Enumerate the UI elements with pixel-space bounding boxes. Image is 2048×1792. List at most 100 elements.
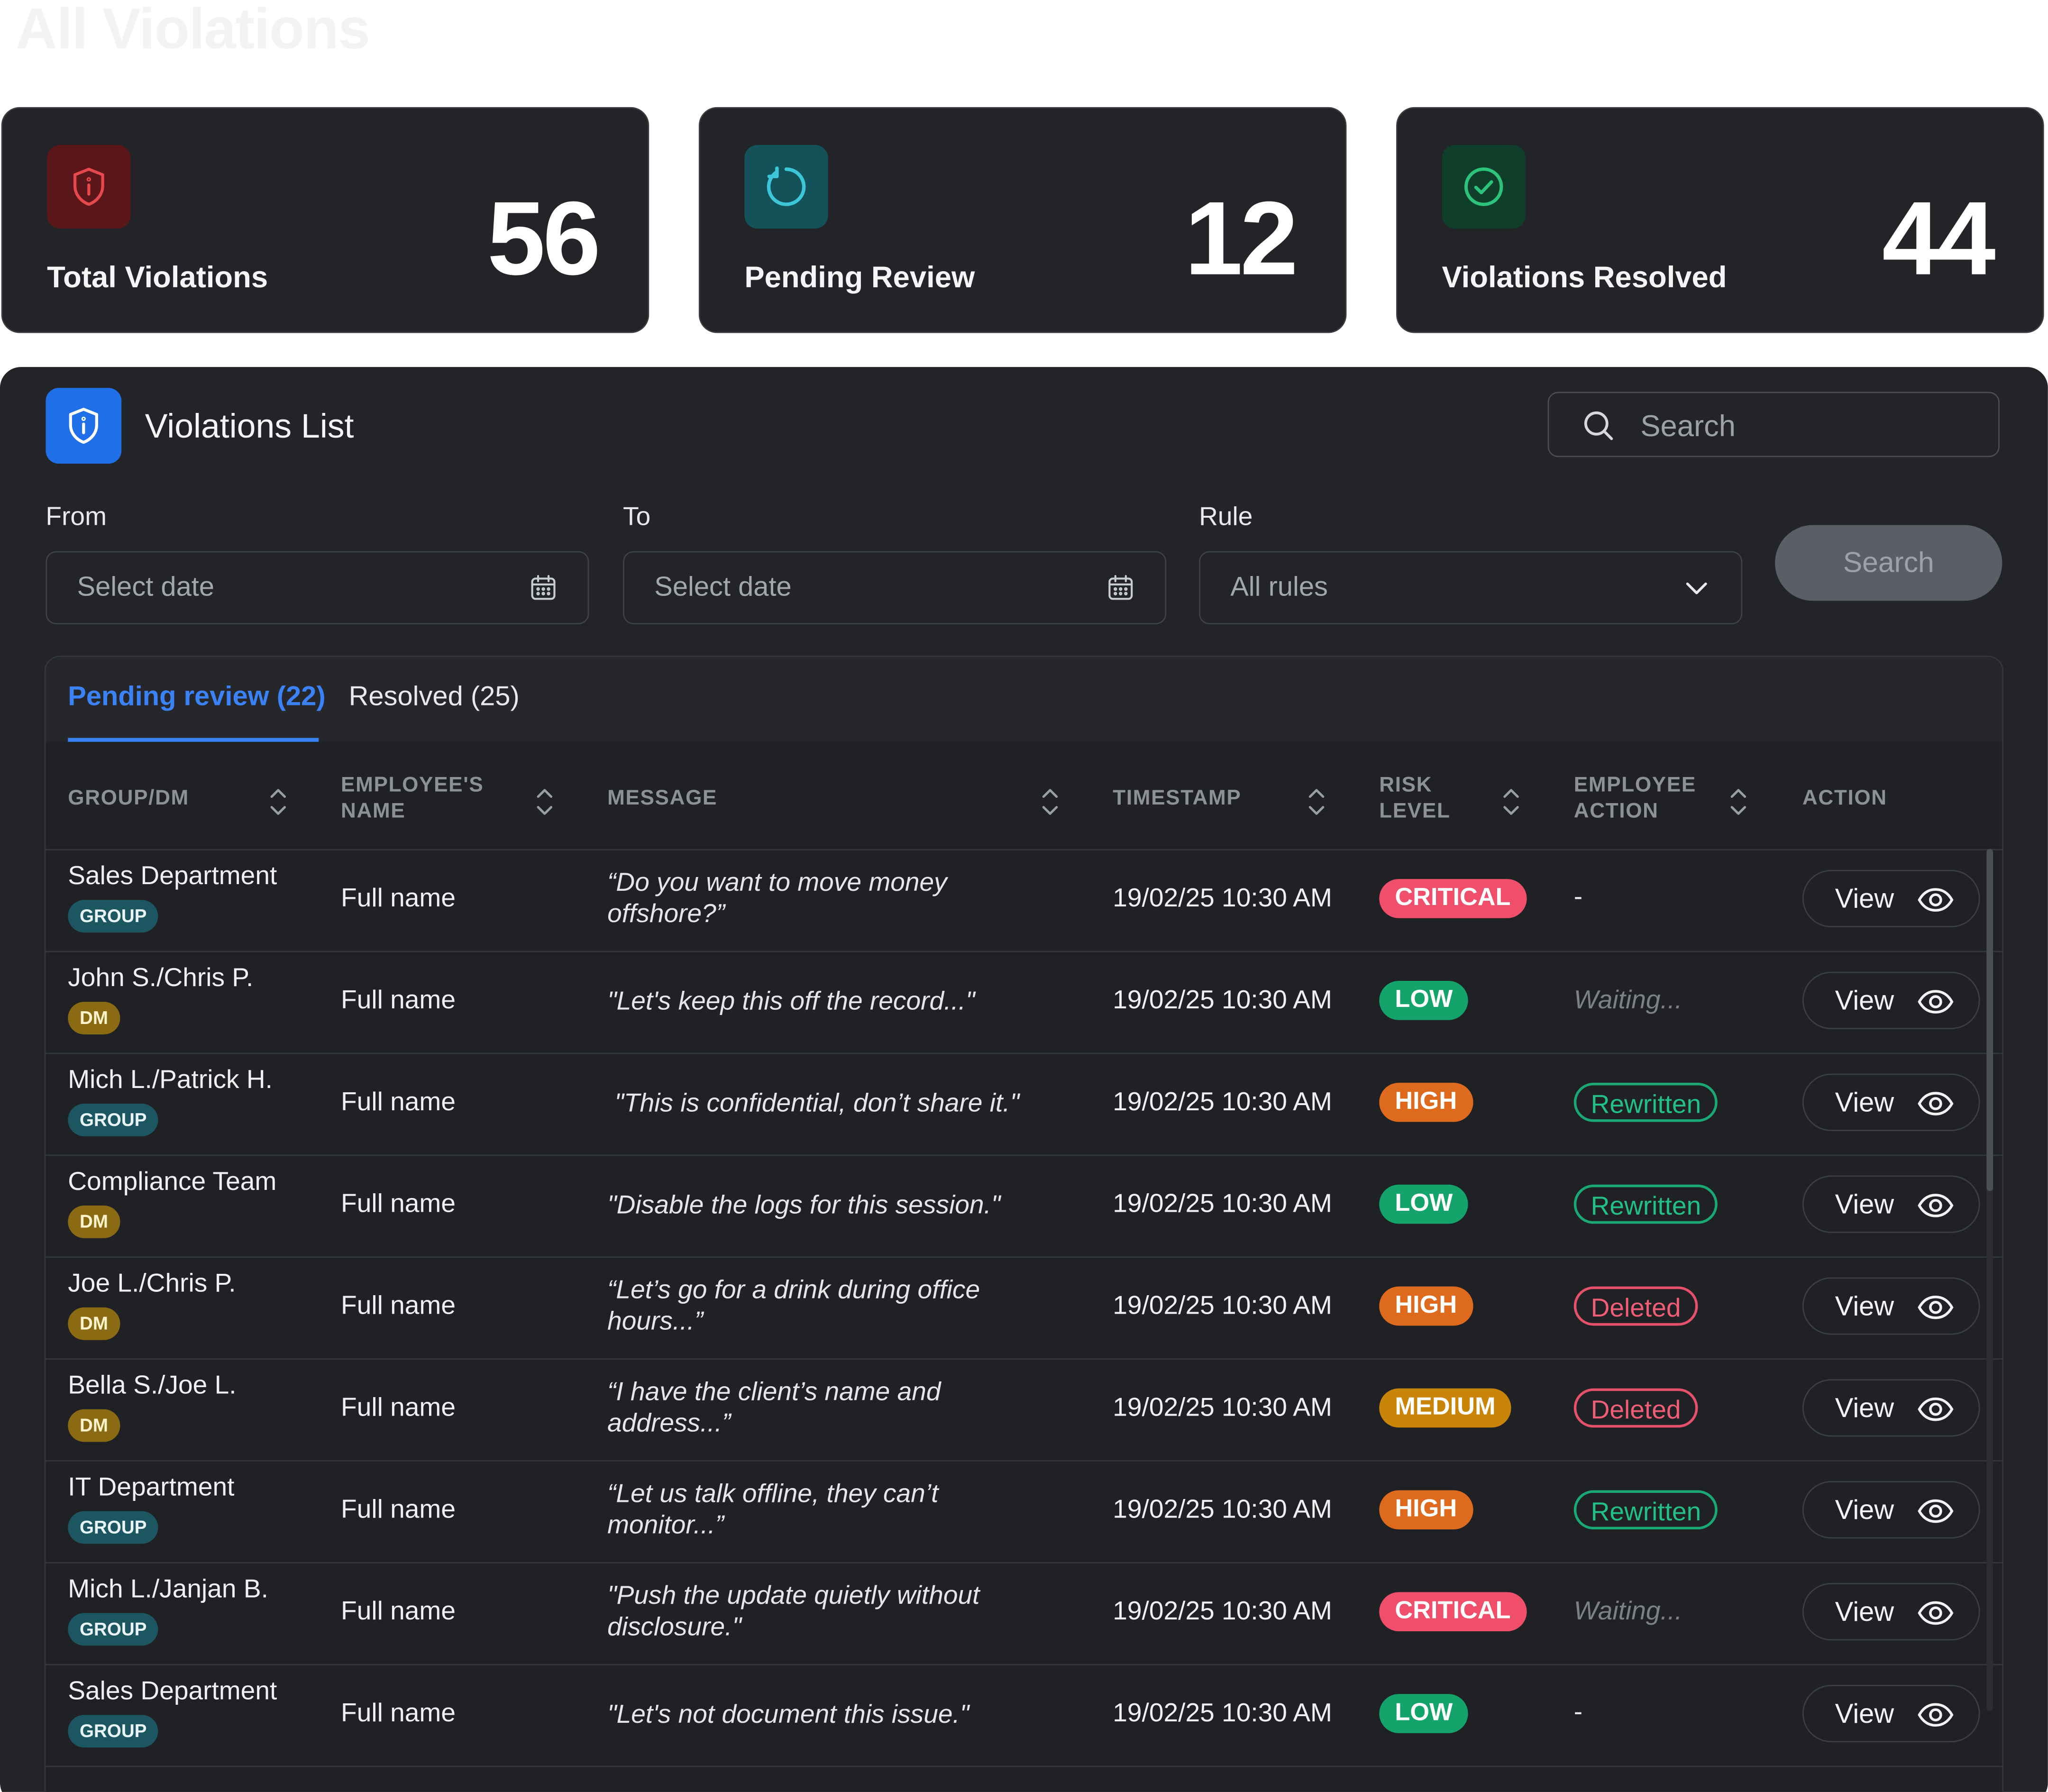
group-name: Joe L./Chris P. [68,1269,236,1298]
group-type-badge: GROUP [68,1715,159,1748]
view-button-label: View [1835,986,1894,1016]
view-button[interactable]: View [1802,1073,1980,1131]
group-type-badge: GROUP [68,1103,159,1136]
table-row: Sales Department GROUP Full name "Let's … [46,1664,2002,1767]
employee-name: Full name [341,1189,456,1219]
search-input[interactable] [1637,403,1983,448]
sort-icon[interactable] [1040,786,1061,818]
from-date-field[interactable]: Select date [46,551,589,624]
to-date-field[interactable]: Select date [623,551,1167,624]
stat-label: Violations Resolved [1442,260,1727,294]
sort-icon[interactable] [534,786,555,818]
sort-icon[interactable] [1728,786,1749,818]
search-button[interactable]: Search [1775,525,2002,601]
employee-action-status: - [1573,883,1583,912]
chevron-down-icon[interactable] [1681,575,1712,610]
column-header-message[interactable]: MESSAGE [607,787,718,810]
eye-icon [1916,1189,1956,1229]
timestamp: 19/02/25 10:30 AM [1113,1189,1332,1219]
table-row: Compliance Team DM Full name "Disable th… [46,1154,2002,1258]
stat-label: Pending Review [744,260,975,294]
stat-card-total-violations: Total Violations 56 [1,107,649,333]
employee-action-status: Waiting... [1573,1597,1682,1626]
view-button-label: View [1835,1495,1894,1526]
shield-info-icon [46,388,122,464]
view-button[interactable]: View [1802,1684,1980,1743]
stat-card-pending-review: Pending Review 12 [698,107,1347,333]
employee-action-status: Rewritten [1573,1082,1719,1122]
table-header: GROUP/DM EMPLOYEE'S NAME MESSAGE TIMESTA… [46,742,2002,850]
calendar-icon[interactable] [528,572,559,610]
table-row: Joe L./Chris P. DM Full name “Let’s go f… [46,1256,2002,1360]
column-header-risk-level[interactable]: RISK LEVEL [1379,774,1451,823]
group-name: Sales Department [68,862,277,891]
risk-badge: LOW [1379,1184,1469,1224]
page-title: All Violations [16,0,370,62]
to-date-placeholder: Select date [654,572,792,603]
timestamp: 19/02/25 10:30 AM [1113,884,1332,913]
column-header-employee-name[interactable]: EMPLOYEE'S NAME [341,774,484,823]
employee-name: Full name [341,986,456,1015]
table-row: John S./Chris P. DM Full name "Let's kee… [46,951,2002,1054]
view-button[interactable]: View [1802,1481,1980,1539]
view-button[interactable]: View [1802,869,1980,928]
employee-name: Full name [341,1088,456,1117]
risk-badge: HIGH [1379,1082,1473,1122]
risk-badge: CRITICAL [1379,1592,1527,1631]
table-scrollbar[interactable] [1986,849,1993,1711]
employee-action-status: Rewritten [1573,1490,1719,1530]
rule-select[interactable]: All rules [1199,551,1743,624]
message-text: "Push the update quietly without disclos… [607,1582,980,1642]
from-label: From [46,503,107,532]
column-header-employee-action[interactable]: EMPLOYEE ACTION [1573,774,1696,823]
scrollbar-thumb[interactable] [1986,849,1993,1191]
eye-icon [1916,1392,1956,1433]
eye-icon [1916,1596,1956,1637]
group-type-badge: DM [68,1307,120,1340]
group-type-badge: DM [68,1002,120,1034]
timestamp: 19/02/25 10:30 AM [1113,1291,1332,1321]
sort-icon[interactable] [268,786,289,818]
stat-value: 12 [1184,180,1298,297]
message-text: “Do you want to move money offshore?” [607,869,947,929]
group-name: Sales Department [68,1677,277,1706]
message-text: "Let's not document this issue." [607,1701,969,1729]
sort-icon[interactable] [1500,786,1521,818]
violations-table: Pending review (22) Resolved (25) GROUP/… [44,656,2004,1792]
employee-action-status: Deleted [1573,1286,1698,1326]
tab-pending-review[interactable]: Pending review (22) [68,682,326,712]
calendar-icon[interactable] [1105,572,1136,610]
employee-name: Full name [341,1699,456,1728]
stat-card-violations-resolved: Violations Resolved 44 [1396,107,2044,333]
message-text: “Let’s go for a drink during office hour… [607,1276,980,1336]
column-header-timestamp[interactable]: TIMESTAMP [1113,787,1242,810]
risk-badge: HIGH [1379,1490,1473,1530]
stat-value: 44 [1882,180,1996,297]
table-row: Sales Department GROUP Full name “Do you… [46,849,2002,952]
tab-resolved[interactable]: Resolved (25) [348,682,520,712]
message-text: “I have the client’s name and address...… [607,1378,941,1438]
rule-label: Rule [1199,503,1253,532]
view-button[interactable]: View [1802,1277,1980,1335]
timestamp: 19/02/25 10:30 AM [1113,1495,1332,1525]
view-button[interactable]: View [1802,1175,1980,1233]
column-header-group-dm[interactable]: GROUP/DM [68,787,189,810]
violations-panel: Violations List From Select date [0,367,2048,1792]
view-button[interactable]: View [1802,1583,1980,1641]
message-text: "Disable the logs for this session." [607,1191,1001,1220]
eye-icon [1916,1494,1956,1535]
group-type-badge: GROUP [68,1613,159,1646]
panel-title: Violations List [145,406,354,446]
timestamp: 19/02/25 10:30 AM [1113,1699,1332,1728]
table-row: Bella S./Joe L. DM Full name “I have the… [46,1358,2002,1462]
column-header-action: ACTION [1802,787,1887,810]
risk-badge: LOW [1379,1694,1469,1733]
eye-icon [1916,1698,1956,1738]
table-row: Mich L./Janjan B. GROUP Full name "Push … [46,1562,2002,1665]
view-button[interactable]: View [1802,1379,1980,1437]
view-button[interactable]: View [1802,971,1980,1029]
search-box [1547,392,2000,457]
sort-icon[interactable] [1306,786,1327,818]
search-icon [1581,408,1617,451]
